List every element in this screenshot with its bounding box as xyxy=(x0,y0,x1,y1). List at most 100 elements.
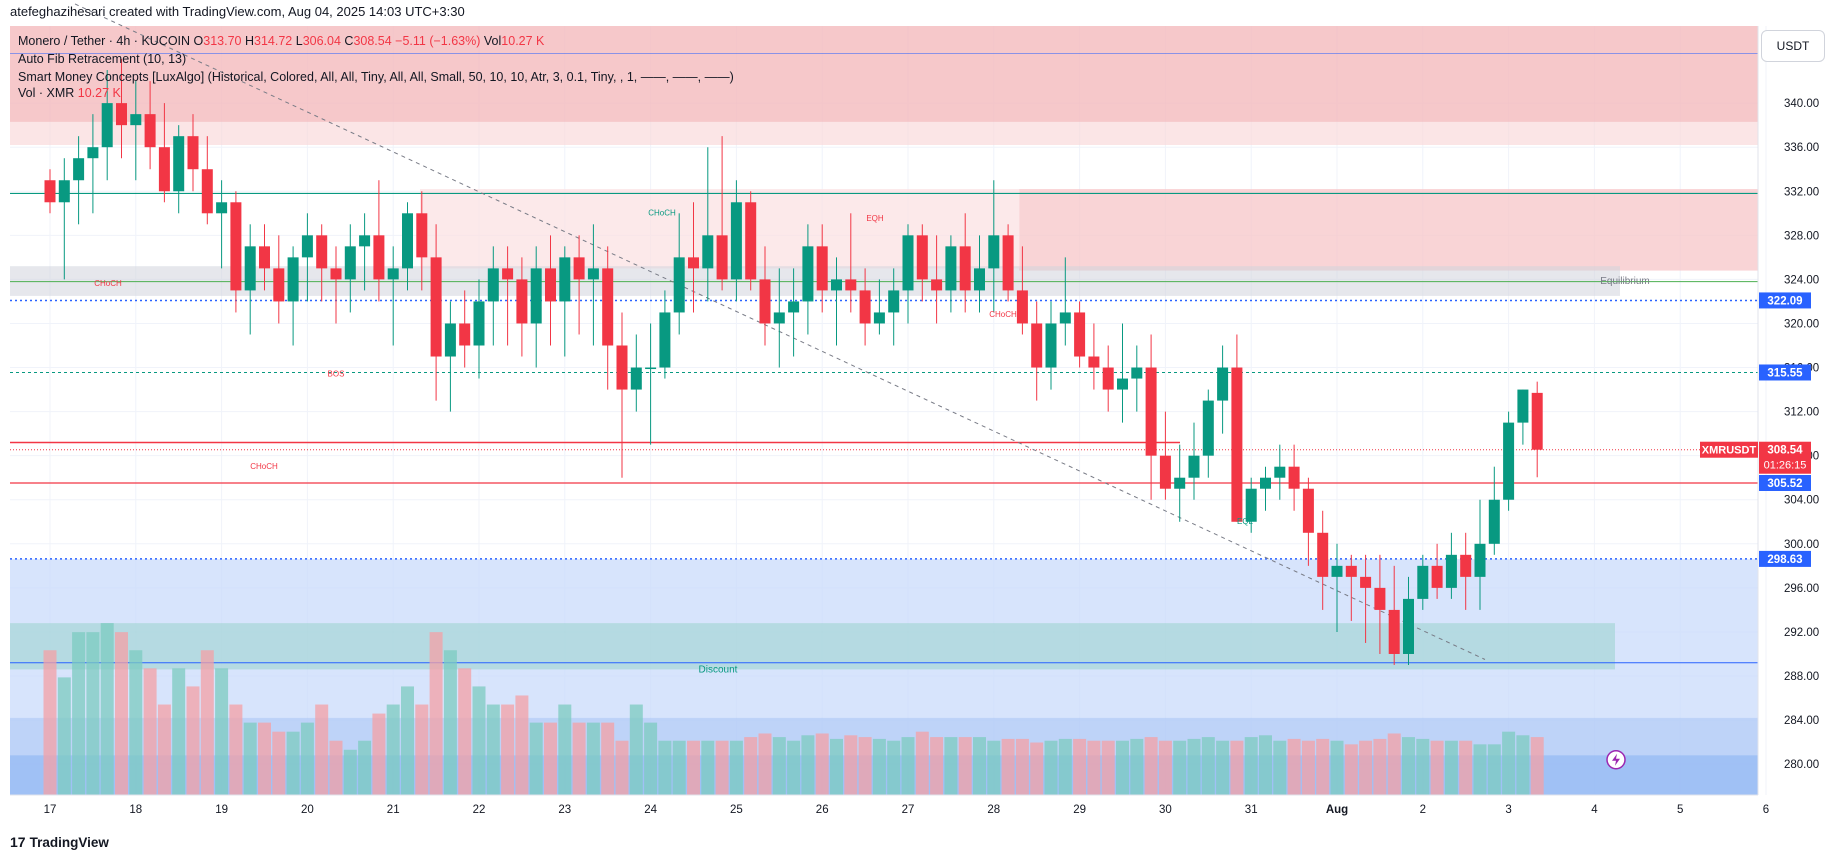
candle xyxy=(144,114,156,148)
candle xyxy=(416,213,428,258)
volume-bar xyxy=(286,731,300,795)
volume-bar xyxy=(1387,733,1401,795)
y-tick-label: 304.00 xyxy=(1784,495,1819,507)
x-tick-label: 25 xyxy=(730,804,743,816)
x-tick-label: 28 xyxy=(987,804,1000,816)
candle xyxy=(516,279,528,324)
volume-bar xyxy=(572,722,586,795)
volume-bar xyxy=(1158,740,1172,795)
x-tick-label: 5 xyxy=(1677,804,1683,816)
volume-bar xyxy=(100,623,114,795)
candle xyxy=(1531,392,1543,450)
annotation-label: EQL xyxy=(1237,517,1254,526)
volume-bar xyxy=(515,695,529,795)
author-line: atefeghazihesari created with TradingVie… xyxy=(10,4,465,19)
candle xyxy=(1117,378,1128,390)
candle xyxy=(573,257,585,280)
candle xyxy=(1145,367,1157,456)
candle xyxy=(1088,356,1100,368)
close-label: C xyxy=(344,34,354,48)
candle xyxy=(873,312,885,324)
y-tick-label: 292.00 xyxy=(1784,627,1819,639)
candle xyxy=(387,268,399,280)
candle xyxy=(530,268,542,324)
candle xyxy=(1059,312,1071,324)
candle xyxy=(1360,576,1372,588)
candle xyxy=(788,301,800,313)
candle xyxy=(1474,543,1486,577)
candle xyxy=(301,235,313,258)
candle xyxy=(1403,598,1414,654)
candle xyxy=(101,103,113,148)
price-tag xyxy=(1759,474,1811,491)
candle xyxy=(988,235,1000,269)
candle xyxy=(845,279,857,291)
candle xyxy=(1431,565,1443,588)
volume-bar xyxy=(1101,740,1115,795)
change-value: −5.11 (−1.63%) xyxy=(395,34,481,48)
x-tick-label: 21 xyxy=(387,804,400,816)
volume-bar xyxy=(1201,737,1215,795)
high-value: 314.72 xyxy=(254,34,293,48)
x-tick-label: 6 xyxy=(1763,804,1769,816)
volume-bar xyxy=(815,733,829,795)
y-tick-label: 300.00 xyxy=(1784,539,1819,551)
candle xyxy=(974,268,985,291)
candle xyxy=(44,180,56,203)
volume-bar xyxy=(143,668,157,795)
vol-value: 10.27 K xyxy=(501,34,545,48)
x-tick-label: 2 xyxy=(1420,804,1426,816)
price-tag-label: 315.55 xyxy=(1767,367,1803,379)
candle xyxy=(444,323,456,357)
candle xyxy=(545,268,556,302)
x-tick-label: 4 xyxy=(1591,804,1598,816)
currency-button[interactable]: USDT xyxy=(1761,30,1825,62)
price-tag xyxy=(1759,364,1811,381)
candle xyxy=(802,246,814,302)
symbol-name[interactable]: Monero / Tether · 4h · KUCOIN xyxy=(18,34,191,48)
volume-bar xyxy=(1044,740,1058,795)
volume-bar xyxy=(973,737,986,795)
candle xyxy=(616,345,628,390)
candle xyxy=(1231,367,1243,522)
x-tick-label: Aug xyxy=(1326,804,1348,816)
volume-bar xyxy=(1473,744,1487,795)
y-tick-label: 328.00 xyxy=(1784,230,1819,242)
candle xyxy=(745,202,757,280)
candle xyxy=(831,279,842,291)
indicator-fib[interactable]: Auto Fib Retracement (10, 13) xyxy=(18,52,187,66)
volume-bar xyxy=(386,704,400,795)
x-tick-label: 18 xyxy=(129,804,142,816)
annotation-label: Discount xyxy=(699,665,738,676)
y-tick-label: 336.00 xyxy=(1784,142,1819,154)
annotation-label: Equilibrium xyxy=(1600,276,1649,287)
volume-bar xyxy=(1144,737,1158,795)
candle xyxy=(1188,455,1200,478)
y-tick-label: 296.00 xyxy=(1784,583,1819,595)
candle xyxy=(1074,312,1086,357)
volume-bar xyxy=(629,704,643,795)
candle xyxy=(559,257,571,302)
candle xyxy=(1016,290,1028,324)
symbol-legend: Monero / Tether · 4h · KUCOIN O313.70 H3… xyxy=(18,34,544,48)
volume-bar xyxy=(343,749,357,795)
volume-bar xyxy=(57,677,71,795)
supply-zone xyxy=(10,26,1758,122)
candle xyxy=(502,268,514,280)
premium-zone xyxy=(10,26,1758,145)
candle xyxy=(330,268,342,280)
volume-bar xyxy=(1244,737,1258,795)
price-tag-label: 305.52 xyxy=(1767,478,1802,490)
indicator-smc[interactable]: Smart Money Concepts [LuxAlgo] (Historic… xyxy=(18,70,734,84)
candle xyxy=(344,246,356,280)
candle xyxy=(130,114,142,126)
x-tick-label: 30 xyxy=(1159,804,1172,816)
volume-bar xyxy=(1173,740,1187,795)
x-tick-label: 22 xyxy=(473,804,486,816)
price-tag-label: 322.09 xyxy=(1767,295,1802,307)
symbol-tag xyxy=(1700,441,1758,458)
candle xyxy=(1131,367,1143,379)
volume-bar xyxy=(801,735,815,795)
indicator-volume[interactable]: Vol · XMR 10.27 K xyxy=(18,86,121,100)
